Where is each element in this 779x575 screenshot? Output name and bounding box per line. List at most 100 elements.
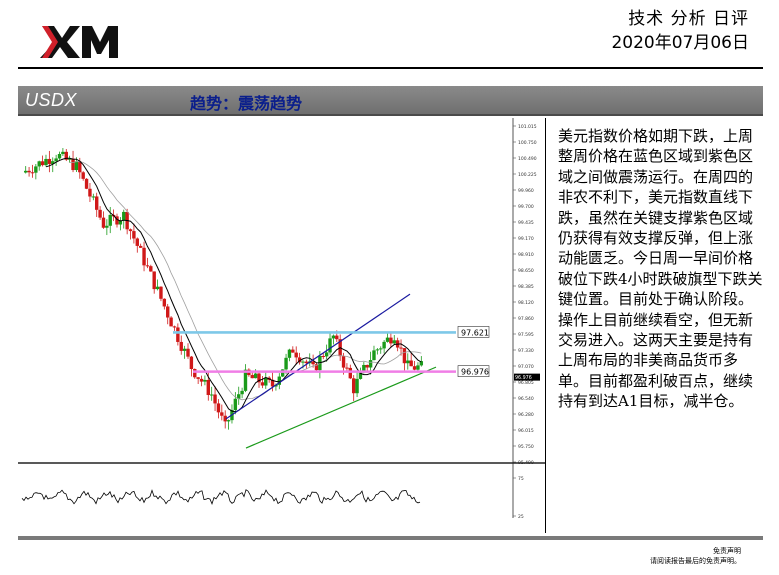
price-tick-label: 98.910 (518, 252, 534, 258)
footer-divider (18, 536, 763, 540)
report-date: 2020年07月06日 (611, 33, 749, 53)
bull-candle (331, 335, 336, 339)
oscillator-tick-label: 75 (518, 476, 524, 482)
bear-candle (159, 286, 163, 299)
bull-candle (57, 154, 62, 159)
bull-candle (287, 349, 292, 358)
bear-candle (152, 271, 156, 290)
bear-candle (250, 375, 254, 379)
bull-candle (24, 170, 28, 173)
analysis-text: 美元指数价格如期下跌，上周整周价格在蓝色区域到紫色区域之间做震荡运行。在周四的非… (558, 127, 763, 411)
level-label: 97.621 (461, 328, 489, 337)
bull-candle (37, 161, 41, 167)
price-tick-label: 100.750 (518, 140, 537, 146)
bear-candle (321, 356, 325, 358)
bear-candle (348, 367, 353, 379)
price-tick-label: 98.120 (518, 300, 534, 306)
bull-candle (355, 378, 359, 394)
bull-candle (237, 394, 241, 399)
bull-candle (382, 341, 386, 349)
bull-candle (372, 350, 376, 361)
lower-trendline (245, 366, 437, 449)
price-tick-label: 96.015 (518, 428, 534, 434)
bull-candle (118, 220, 123, 225)
bear-candle (128, 229, 133, 232)
disclaimer-note: 请阅读报告最后的免责声明。 (650, 557, 741, 565)
chart-background (18, 118, 545, 533)
bull-candle (91, 196, 96, 198)
oscillator-tick-label: 25 (518, 514, 524, 520)
price-tick-label: 99.960 (518, 188, 534, 194)
level-label-box (457, 365, 490, 377)
bear-candle (166, 306, 170, 318)
level-label-box (457, 326, 490, 338)
bull-candle (277, 376, 282, 385)
bull-candle (264, 377, 268, 386)
current-price-label: 96.976 (515, 375, 532, 381)
bull-candle (51, 161, 55, 164)
bear-candle (345, 367, 349, 369)
bear-candle (223, 415, 227, 422)
bull-candle (406, 360, 410, 364)
bear-candle (142, 247, 146, 266)
bear-candle (351, 378, 356, 394)
price-tick-label: 97.070 (518, 364, 534, 370)
bear-candle (64, 151, 68, 160)
bull-candle (233, 398, 238, 410)
bear-candle (335, 335, 339, 340)
bear-candle (71, 158, 75, 171)
bear-candle (402, 348, 407, 364)
bull-candle (74, 161, 79, 171)
bull-candle (392, 340, 396, 344)
bear-candle (40, 161, 45, 166)
oscillator-line (21, 489, 421, 505)
bear-candle (115, 216, 119, 225)
bull-candle (54, 158, 58, 162)
bear-candle (196, 377, 200, 379)
bear-candle (98, 209, 102, 218)
current-price-marker (514, 373, 540, 381)
bull-candle (61, 151, 65, 155)
bull-candle (358, 371, 363, 379)
price-chart: 101.015 100.750 100.490 100.225 99.960 99.700… (18, 118, 545, 533)
bull-candle (416, 365, 420, 370)
bull-candle (108, 214, 112, 226)
bear-candle (169, 317, 173, 327)
price-tick-label: 99.435 (518, 220, 534, 226)
price-tick-label: 98.385 (518, 284, 534, 290)
document-type: 技术 分析 日评 (628, 9, 749, 29)
bear-candle (291, 349, 295, 353)
bear-candle (162, 298, 167, 307)
price-tick-label: 99.170 (518, 236, 534, 242)
bear-candle (193, 369, 197, 378)
bear-candle (149, 266, 153, 272)
bull-candle (375, 349, 380, 351)
bear-candle (365, 364, 369, 368)
column-divider (545, 118, 546, 533)
price-tick-label: 99.700 (518, 204, 534, 210)
bull-candle (155, 286, 160, 290)
title-bar: USDX 趋势：震荡趋势 (18, 86, 763, 116)
bull-candle (44, 158, 48, 166)
bear-candle (78, 161, 82, 173)
bull-candle (324, 352, 329, 357)
bull-candle (243, 369, 248, 391)
bear-candle (138, 245, 143, 248)
bull-candle (182, 348, 187, 351)
bear-candle (270, 379, 275, 387)
bull-candle (253, 373, 258, 379)
bull-candle (280, 369, 285, 377)
price-tick-label: 97.330 (518, 348, 534, 354)
bull-candle (385, 337, 390, 342)
bull-candle (362, 364, 366, 372)
bear-candle (304, 361, 309, 364)
bear-candle (311, 361, 315, 365)
bear-candle (216, 403, 221, 413)
slow-moving-average (69, 161, 422, 401)
bear-candle (314, 364, 319, 371)
bear-candle (260, 382, 265, 386)
bear-candle (186, 348, 190, 357)
bull-candle (122, 211, 126, 221)
bear-candle (399, 347, 403, 349)
price-tick-label: 97.595 (518, 332, 534, 338)
